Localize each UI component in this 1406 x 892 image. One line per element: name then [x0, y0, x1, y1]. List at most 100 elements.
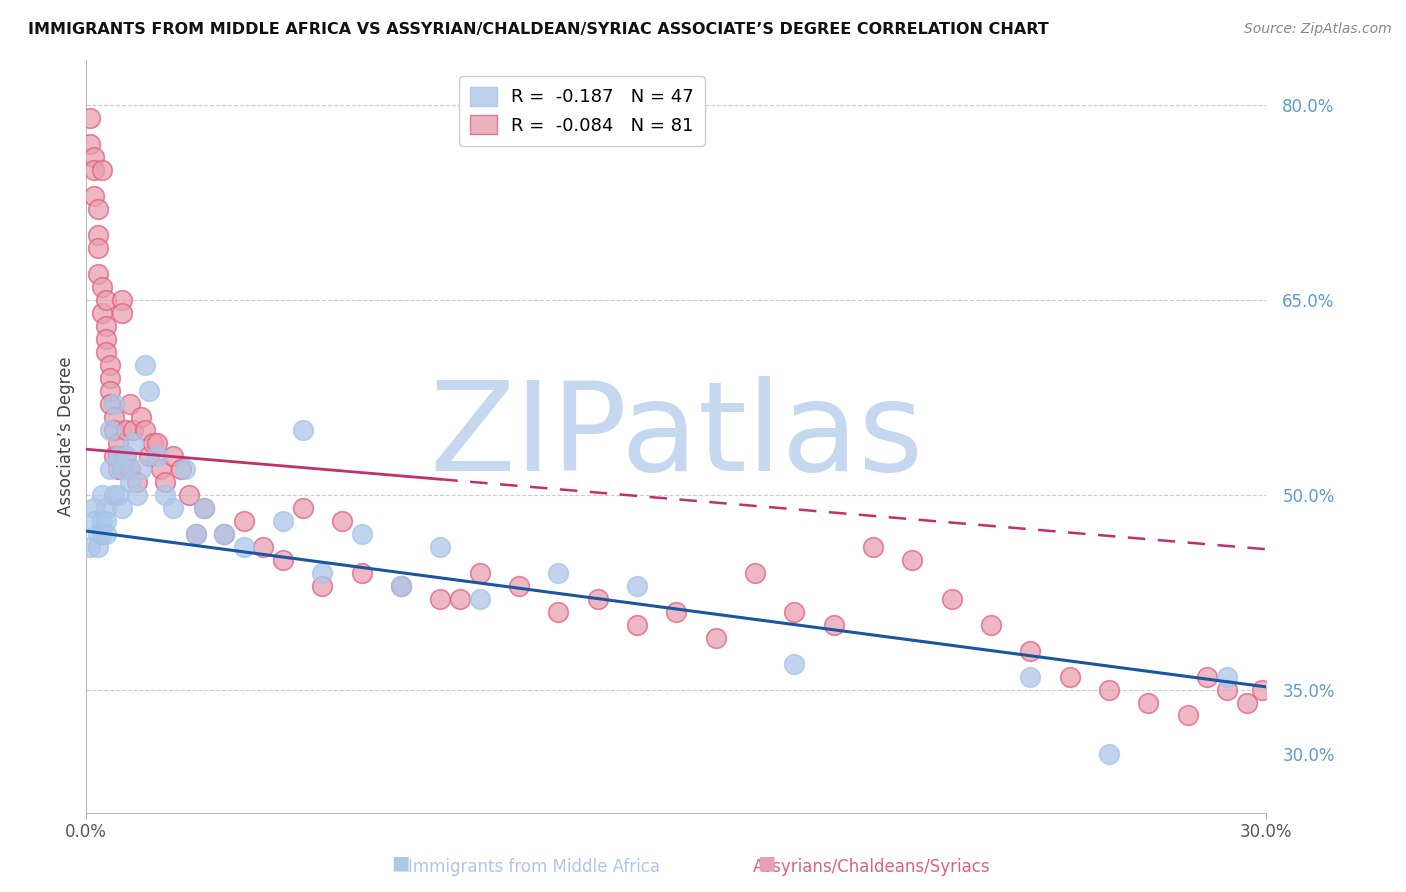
Point — [98, 371, 121, 385]
Point — [186, 526, 208, 541]
Point — [79, 540, 101, 554]
Point — [1019, 643, 1042, 657]
Point — [122, 423, 145, 437]
Point — [118, 397, 141, 411]
Point — [1059, 669, 1081, 683]
Point — [704, 631, 727, 645]
Point — [111, 461, 134, 475]
Text: Source: ZipAtlas.com: Source: ZipAtlas.com — [1244, 22, 1392, 37]
Point — [114, 449, 136, 463]
Point — [252, 540, 274, 554]
Point — [122, 435, 145, 450]
Point — [177, 488, 200, 502]
Point — [744, 566, 766, 580]
Point — [350, 566, 373, 580]
Point — [111, 306, 134, 320]
Point — [547, 566, 569, 580]
Point — [665, 605, 688, 619]
Point — [79, 111, 101, 125]
Point — [98, 397, 121, 411]
Point — [153, 475, 176, 489]
Point — [212, 526, 235, 541]
Point — [83, 150, 105, 164]
Point — [98, 384, 121, 398]
Point — [134, 358, 156, 372]
Point — [311, 566, 333, 580]
Point — [118, 461, 141, 475]
Point — [1098, 682, 1121, 697]
Point — [449, 591, 471, 606]
Point — [127, 475, 149, 489]
Point — [94, 293, 117, 307]
Point — [350, 526, 373, 541]
Point — [107, 488, 129, 502]
Point — [232, 514, 254, 528]
Point — [142, 435, 165, 450]
Point — [186, 526, 208, 541]
Point — [862, 540, 884, 554]
Point — [429, 540, 451, 554]
Point — [91, 488, 114, 502]
Point — [83, 514, 105, 528]
Point — [118, 475, 141, 489]
Point — [94, 500, 117, 515]
Text: ■: ■ — [391, 854, 411, 872]
Point — [98, 461, 121, 475]
Point — [94, 332, 117, 346]
Point — [146, 435, 169, 450]
Point — [291, 500, 314, 515]
Point — [94, 526, 117, 541]
Point — [83, 163, 105, 178]
Point — [389, 579, 412, 593]
Text: Assyrians/Chaldeans/Syriacs: Assyrians/Chaldeans/Syriacs — [752, 858, 991, 876]
Point — [111, 500, 134, 515]
Point — [626, 579, 648, 593]
Point — [91, 306, 114, 320]
Point — [138, 384, 160, 398]
Point — [823, 617, 845, 632]
Point — [138, 449, 160, 463]
Point — [94, 318, 117, 333]
Point — [103, 423, 125, 437]
Point — [131, 409, 153, 424]
Point — [170, 461, 193, 475]
Point — [1236, 696, 1258, 710]
Point — [1251, 682, 1274, 697]
Point — [103, 397, 125, 411]
Text: ■: ■ — [756, 854, 776, 872]
Point — [468, 591, 491, 606]
Point — [127, 488, 149, 502]
Point — [87, 540, 110, 554]
Point — [131, 461, 153, 475]
Point — [162, 500, 184, 515]
Text: IMMIGRANTS FROM MIDDLE AFRICA VS ASSYRIAN/CHALDEAN/SYRIAC ASSOCIATE’S DEGREE COR: IMMIGRANTS FROM MIDDLE AFRICA VS ASSYRIA… — [28, 22, 1049, 37]
Point — [94, 344, 117, 359]
Point — [103, 449, 125, 463]
Point — [1177, 708, 1199, 723]
Point — [1197, 669, 1219, 683]
Legend: R =  -0.187   N = 47, R =  -0.084   N = 81: R = -0.187 N = 47, R = -0.084 N = 81 — [458, 76, 704, 145]
Point — [134, 423, 156, 437]
Point — [91, 526, 114, 541]
Point — [107, 449, 129, 463]
Text: ZIPatlas: ZIPatlas — [429, 376, 924, 497]
Point — [114, 423, 136, 437]
Point — [107, 449, 129, 463]
Point — [271, 552, 294, 566]
Point — [87, 526, 110, 541]
Text: Immigrants from Middle Africa: Immigrants from Middle Africa — [408, 858, 661, 876]
Point — [83, 189, 105, 203]
Point — [87, 227, 110, 242]
Point — [980, 617, 1002, 632]
Point — [98, 423, 121, 437]
Point — [111, 293, 134, 307]
Point — [941, 591, 963, 606]
Point — [389, 579, 412, 593]
Point — [429, 591, 451, 606]
Point — [1098, 747, 1121, 762]
Point — [103, 409, 125, 424]
Point — [107, 435, 129, 450]
Point — [153, 488, 176, 502]
Point — [232, 540, 254, 554]
Point — [311, 579, 333, 593]
